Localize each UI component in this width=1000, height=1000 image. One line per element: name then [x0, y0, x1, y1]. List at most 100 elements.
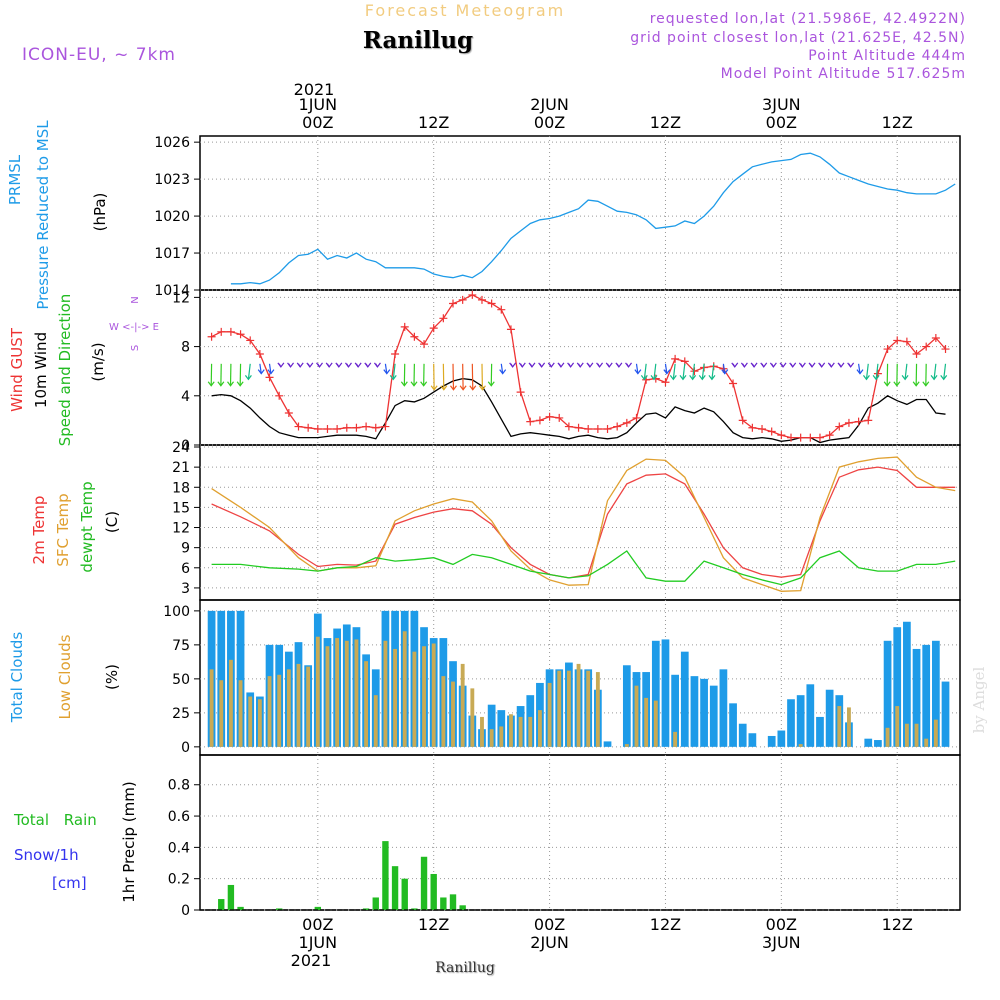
total-cloud-bar	[651, 640, 660, 747]
precip-ytick-label: 0.8	[168, 778, 190, 794]
wind-arrow-head	[373, 362, 381, 368]
low-cloud-bar	[228, 659, 233, 747]
wind-arrow-head	[430, 385, 438, 391]
total-cloud-bar	[680, 651, 689, 747]
wind-arrow-head	[912, 381, 920, 387]
dewpt-line	[211, 550, 956, 586]
wind-ytick-label: 4	[181, 389, 190, 405]
total-cloud-bar	[931, 640, 940, 747]
wind-arrow-head	[650, 375, 658, 381]
top-hour-label: 00Z	[534, 113, 565, 132]
wind-arrow-head	[615, 362, 623, 368]
low-cloud-bar	[219, 680, 224, 747]
wind-arrow-head	[499, 369, 507, 375]
wind-arrow-head	[808, 362, 816, 368]
total-cloud-bar	[603, 741, 612, 747]
temp-unit: (C)	[103, 511, 121, 533]
wind-arrow-head	[538, 362, 546, 368]
wind-arrow-head	[689, 375, 697, 381]
low-clouds-label: Low Clouds	[56, 634, 74, 719]
gust-marker	[815, 433, 824, 442]
total-cloud-bar	[690, 676, 699, 747]
gust-marker	[555, 413, 564, 422]
temp-panel: 3 6 9 12 15 18 21 24	[172, 440, 960, 597]
low-cloud-bar	[528, 716, 533, 747]
gust-marker	[217, 327, 226, 336]
gust-marker	[844, 418, 853, 427]
gust-marker	[323, 425, 332, 434]
low-cloud-bar	[914, 723, 919, 747]
temp-ytick-label: 21	[172, 460, 190, 476]
total-cloud-bar	[777, 730, 786, 747]
wind-arrow-head	[856, 369, 864, 375]
wind-gust-label: Wind GUST	[8, 327, 26, 412]
pressure-ytick-label: 1026	[154, 135, 190, 151]
top-year: 2021	[294, 80, 335, 99]
low-cloud-bar	[509, 714, 513, 747]
gust-marker	[526, 417, 535, 426]
wind-arrow	[392, 363, 396, 380]
gust-marker	[941, 345, 950, 354]
low-cloud-bar	[586, 670, 591, 747]
temp-2m-label: 2m Temp	[30, 496, 48, 565]
wind-arrow-head	[217, 381, 225, 387]
wind-arrow-head	[528, 362, 536, 368]
wind10m-line	[211, 377, 946, 444]
bottom-date-label: 2JUN	[530, 933, 569, 952]
total-rain-label: Total Rain	[13, 811, 97, 829]
wind-arrow-head	[316, 362, 323, 368]
wind-arrow-head	[296, 362, 304, 368]
gust-line	[211, 294, 946, 439]
low-cloud-bar	[257, 699, 262, 747]
low-cloud-bar	[673, 731, 678, 747]
wind-arrow-head	[605, 362, 613, 368]
low-cloud-bar	[653, 700, 658, 747]
wind-arrow-head	[459, 385, 467, 391]
wind-arrow	[500, 363, 504, 374]
gust-marker	[584, 425, 593, 434]
gust-marker	[391, 349, 400, 358]
wind-arrow	[701, 363, 705, 380]
wind-arrow	[672, 363, 676, 380]
bottom-hour-label: 12Z	[650, 915, 681, 934]
low-cloud-bar	[344, 640, 349, 747]
wind-arrow	[259, 363, 262, 374]
wind-arrow-head	[760, 362, 768, 368]
gust-marker	[468, 290, 477, 299]
gust-marker	[622, 418, 631, 427]
gust-marker	[564, 422, 573, 431]
bottom-hour-label: 00Z	[766, 915, 797, 934]
pressure-ytick-label: 1014	[154, 283, 190, 299]
total-cloud-bar	[825, 689, 834, 747]
gust-marker	[333, 425, 342, 434]
low-cloud-bar	[296, 663, 301, 747]
gust-marker	[275, 391, 284, 400]
low-cloud-bar	[489, 729, 494, 747]
wind-arrow-head	[922, 381, 930, 387]
wind-arrow-head	[847, 362, 855, 368]
wind-arrow	[858, 363, 861, 374]
gust-marker	[342, 423, 351, 432]
pressure-label-1: PRMSL	[6, 154, 24, 205]
low-cloud-bar	[373, 695, 378, 747]
temp-ytick-label: 15	[172, 500, 190, 516]
low-cloud-bar	[566, 670, 571, 747]
wind-arrow-head	[487, 381, 495, 387]
wind-arrow-head	[257, 369, 265, 375]
wind-arrow-head	[930, 375, 938, 381]
total-cloud-bar	[883, 640, 892, 747]
wind-arrow-head	[410, 381, 418, 387]
wind-arrow-head	[625, 362, 633, 368]
wind-arrow	[653, 363, 657, 380]
low-cloud-bar	[798, 744, 803, 747]
rain-bar	[372, 897, 379, 910]
bottom-date-label: 3JUN	[762, 933, 801, 952]
gust-marker	[506, 325, 515, 334]
low-cloud-bar	[248, 696, 253, 747]
wind-arrow-head	[827, 362, 835, 368]
cloud-ytick-label: 100	[163, 604, 190, 620]
wind-arrow-head	[586, 362, 594, 368]
wind-ytick-label: 12	[172, 290, 190, 306]
gust-marker	[738, 416, 747, 425]
pressure-frame	[199, 135, 961, 291]
